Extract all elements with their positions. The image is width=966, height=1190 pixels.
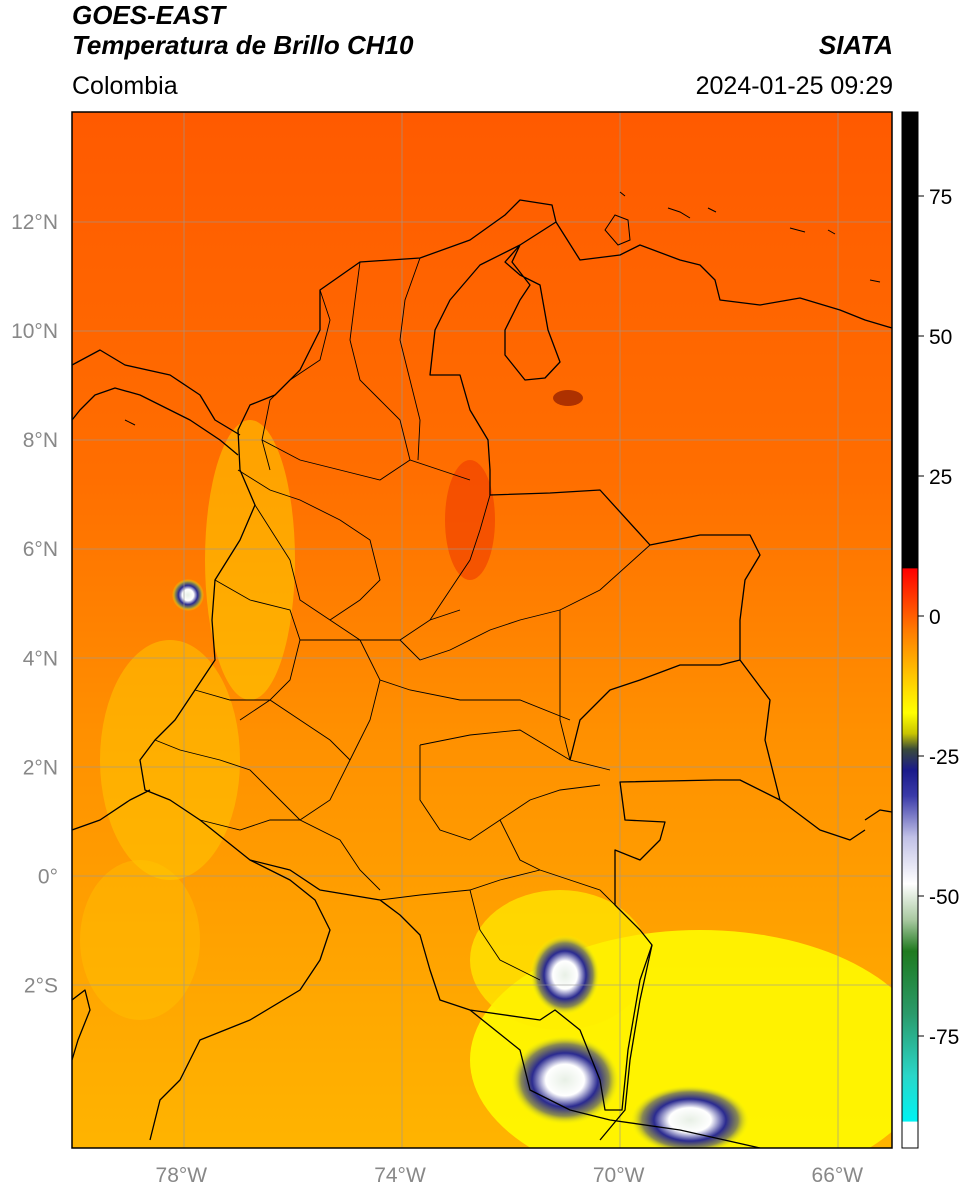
satellite-title: GOES-EAST	[72, 0, 226, 30]
colorbar	[901, 111, 919, 1149]
latitude-tick-label: 2°S	[24, 974, 58, 997]
cold-highlands-patch	[445, 460, 495, 580]
warm-patch-sw	[80, 860, 200, 1020]
timestamp-label: 2024-01-25 09:29	[695, 72, 893, 100]
brazil-border-south	[469, 1009, 761, 1148]
panama-coast	[72, 349, 241, 470]
cold-spot-north	[553, 390, 583, 406]
venezuela-brazil-border	[569, 659, 741, 761]
convective-core-2	[530, 935, 600, 1015]
colorbar-tick-label: -50	[929, 886, 959, 909]
latitude-tick-label: 10°N	[11, 320, 58, 343]
peru-border-line	[599, 944, 653, 1141]
ecuador-peru-border	[149, 859, 331, 1141]
product-title: Temperatura de Brillo CH10	[72, 30, 414, 60]
map-frame	[71, 111, 893, 1149]
latitude-tick-label: 8°N	[23, 429, 58, 452]
venezuela-coast	[555, 221, 892, 329]
islands	[124, 191, 881, 426]
boundaries	[72, 199, 892, 1148]
colorbar-tick-label: 25	[929, 466, 952, 489]
latitude-tick-label: 0°	[38, 865, 58, 888]
latitude-tick-label: 6°N	[23, 538, 58, 561]
latitude-tick-label: 4°N	[23, 647, 58, 670]
colorbar-tick-label: 50	[929, 326, 952, 349]
department-boundaries	[154, 257, 651, 981]
longitude-tick-label: 78°W	[156, 1164, 208, 1187]
warm-band-coast	[100, 640, 240, 880]
convective-core-3	[630, 1085, 750, 1148]
peru-coast	[72, 989, 91, 1061]
longitude-ticks: 78°W 74°W 70°W 66°W	[156, 1164, 864, 1187]
ecuador-coast	[72, 789, 151, 831]
lat-lon-grid	[72, 112, 892, 1148]
latitude-tick-label: 12°N	[11, 211, 58, 234]
colorbar-tick-label: 75	[929, 186, 952, 209]
region-label: Colombia	[72, 72, 178, 100]
colorbar-tick-label: -25	[929, 746, 959, 769]
map-area	[72, 112, 892, 1148]
agency-label: SIATA	[818, 30, 893, 60]
guyana-border	[864, 809, 892, 821]
colorbar-tick-label: -75	[929, 1026, 959, 1049]
longitude-tick-label: 70°W	[593, 1164, 645, 1187]
convective-core-pacific	[172, 579, 204, 611]
convective-core-1	[510, 1035, 620, 1125]
longitude-tick-label: 74°W	[374, 1164, 426, 1187]
latitude-tick-label: 2°N	[23, 756, 58, 779]
latitude-ticks: 12°N 10°N 8°N 6°N 4°N 2°N 0° 2°S	[11, 211, 58, 997]
venezuela-south-border	[779, 799, 866, 841]
panama-coast-south	[72, 387, 239, 456]
colorbar-ticks: 75 50 25 0 -25 -50 -75	[918, 186, 959, 1049]
colombia-border	[139, 199, 781, 1111]
colorbar-tick-label: 0	[929, 606, 941, 629]
warm-band-pacific	[205, 420, 295, 700]
longitude-tick-label: 66°W	[812, 1164, 864, 1187]
